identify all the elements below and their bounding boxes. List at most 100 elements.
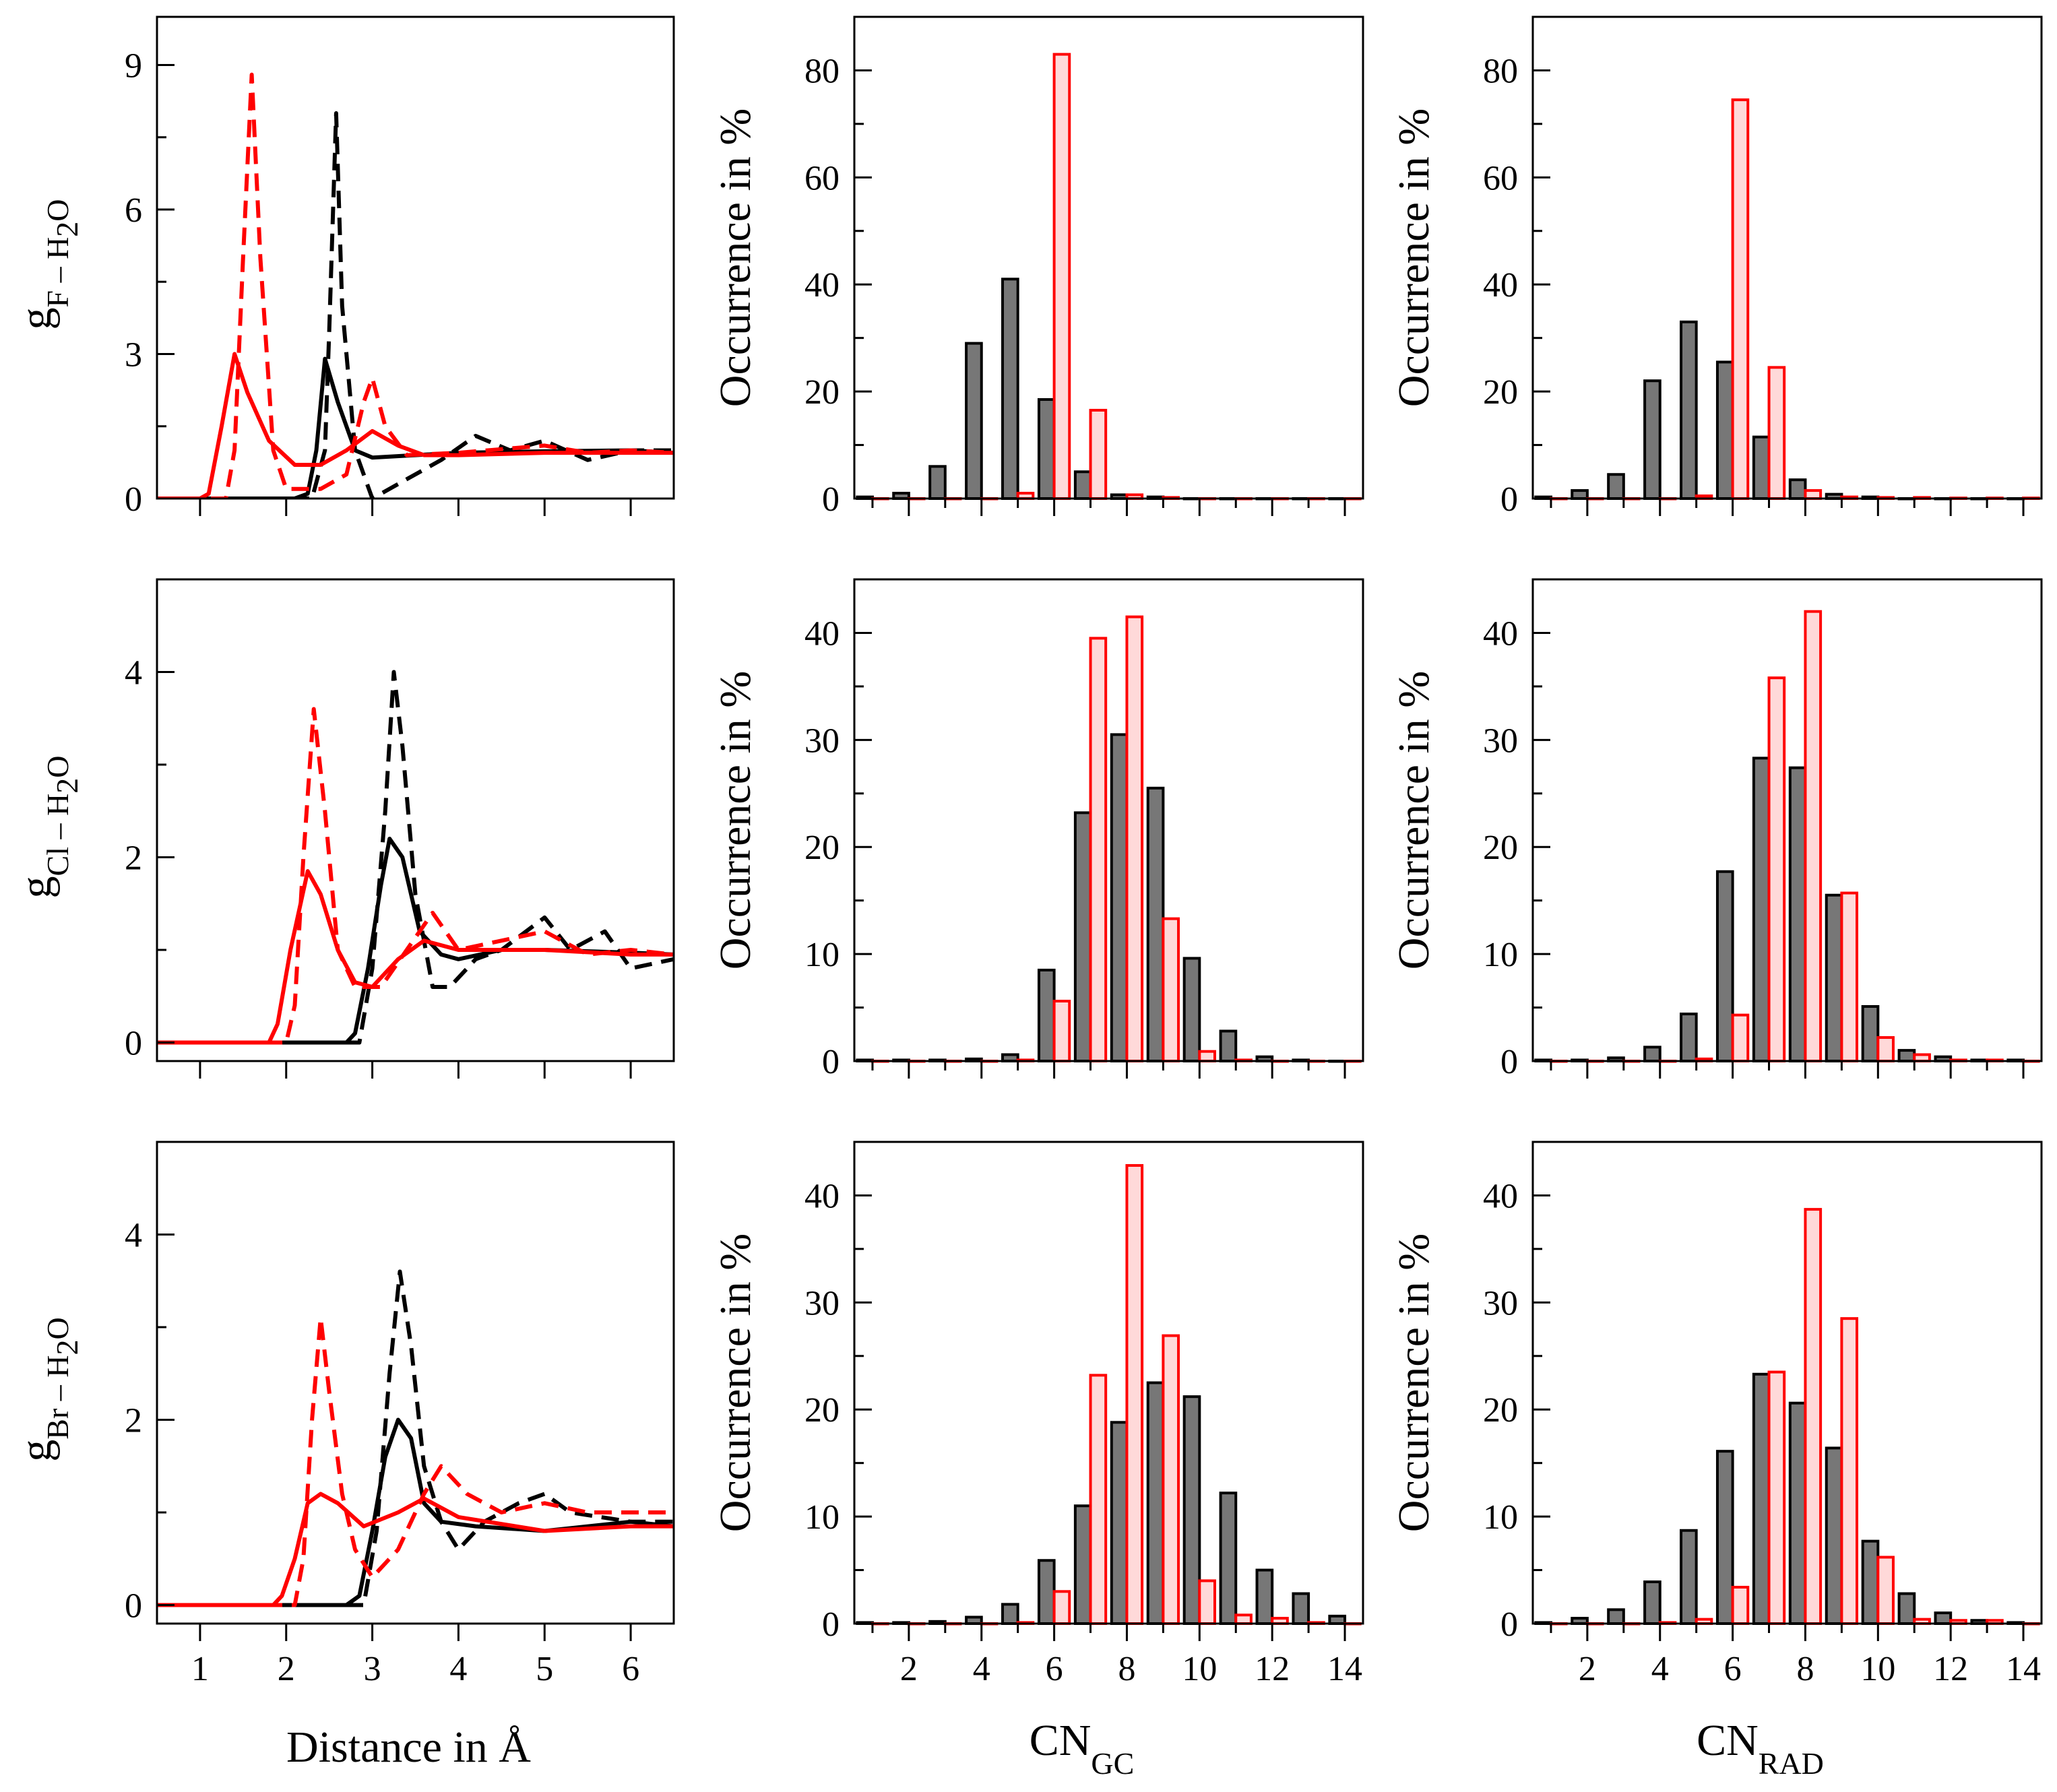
histogram-panel-hist_F_GC: 0 20 40 60 80 Occurrence in %	[711, 15, 1364, 519]
series-line-black-solid	[157, 837, 674, 1045]
bar-black	[1607, 1608, 1625, 1626]
y-tick-label: 80	[804, 52, 840, 90]
bar-red	[1876, 1036, 1895, 1062]
cn-main: CN	[1030, 1716, 1091, 1765]
x-tick-label: 4	[1651, 1650, 1669, 1688]
bar-red	[1198, 1579, 1216, 1625]
bar-red	[1052, 1590, 1071, 1625]
x-tick-label: 14	[1327, 1650, 1362, 1688]
y-tick-label: 4	[125, 654, 142, 693]
x-tick-label: 6	[1046, 1650, 1063, 1688]
y-tick-label: 9	[125, 47, 142, 86]
x-tick-label: 10	[1182, 1650, 1217, 1688]
bar-black	[1680, 320, 1698, 500]
bar-red	[1767, 676, 1786, 1062]
bar-black	[1788, 1401, 1807, 1626]
y-tick-label: 6	[125, 191, 142, 230]
bar-black	[1788, 766, 1807, 1062]
histogram-panel-hist_Br_GC: 0 10 20 30 40 2 4 6 8 10 12 14 Occurrence in %	[711, 1141, 1364, 1688]
bar-red	[1052, 1000, 1071, 1062]
bar-black	[1182, 957, 1201, 1063]
bar-black	[1897, 1049, 1916, 1062]
bar-red	[1731, 1585, 1750, 1626]
x-tick-label: 14	[2006, 1650, 2041, 1688]
y-axis-label: Occurrence in %	[711, 671, 760, 969]
plot-frame	[156, 1141, 675, 1625]
plot-frame	[853, 1141, 1364, 1625]
bar-black	[1219, 1029, 1238, 1062]
x-tick-label: 1	[191, 1650, 209, 1688]
ylabel-main: g	[11, 876, 61, 898]
bar-red	[1234, 1613, 1253, 1625]
y-tick-label: 0	[1500, 1043, 1518, 1081]
y-axis-label: Occurrence in %	[711, 108, 760, 407]
x-tick-label: 8	[1796, 1650, 1814, 1688]
bar-black	[1110, 1421, 1129, 1625]
plot-frame	[853, 578, 1364, 1062]
bar-black	[1037, 398, 1056, 500]
series-line-red-solid	[157, 352, 674, 499]
y-tick-label: 40	[804, 614, 840, 653]
y-tick-label: 40	[1483, 1177, 1518, 1215]
y-tick-label: 40	[1483, 614, 1518, 653]
y-axis-label: gCl – H2O	[11, 756, 84, 899]
y-tick-label: 20	[1483, 373, 1518, 412]
series-line-black-dashed	[157, 111, 674, 499]
bar-red	[1767, 366, 1786, 500]
y-axis-label: Occurrence in %	[1389, 108, 1438, 407]
series-line-red-dashed	[157, 72, 674, 499]
bar-black	[1643, 1046, 1662, 1063]
y-axis-label: Occurrence in %	[1389, 671, 1438, 969]
x-axis-label-distance: Distance in Å	[286, 1723, 531, 1772]
y-tick-label: 3	[125, 336, 142, 375]
bar-black	[1680, 1013, 1698, 1062]
ylabel-main: g	[11, 1440, 61, 1462]
bar-black	[1643, 379, 1662, 500]
bar-black	[1788, 478, 1807, 501]
y-tick-label: 20	[1483, 1391, 1518, 1430]
y-tick-label: 0	[125, 1587, 142, 1626]
bar-black	[1897, 1592, 1916, 1626]
x-tick-label: 8	[1118, 1650, 1135, 1688]
y-tick-label: 0	[822, 1605, 840, 1644]
bar-black	[1715, 870, 1734, 1063]
bar-red	[1876, 1556, 1895, 1625]
series-line-red-solid	[157, 869, 674, 1045]
plot-frame	[1531, 578, 2043, 1062]
ylabel-sub: F – H	[40, 237, 75, 308]
x-tick-label: 4	[449, 1650, 467, 1688]
bar-black	[1680, 1529, 1698, 1625]
y-tick-label: 4	[125, 1217, 142, 1255]
bar-black	[1825, 893, 1843, 1062]
bar-black	[1146, 1381, 1165, 1625]
bar-black	[928, 465, 947, 500]
x-axis-label-cn-rad: CNRAD	[1697, 1716, 1824, 1781]
bar-black	[965, 342, 983, 500]
ylabel-sub: Br – H	[40, 1355, 75, 1440]
bar-red	[1089, 637, 1108, 1062]
y-tick-label: 0	[1500, 480, 1518, 519]
plot-frame	[1531, 15, 2043, 500]
bar-red	[1731, 1013, 1750, 1062]
histogram-panel-hist_F_RAD: 0 20 40 60 80 Occurrence in %	[1389, 15, 2043, 519]
x-tick-label: 2	[278, 1650, 295, 1688]
y-tick-label: 0	[1500, 1605, 1518, 1644]
y-tick-label: 40	[1483, 266, 1518, 305]
y-tick-label: 10	[804, 1498, 840, 1537]
y-tick-label: 0	[822, 1043, 840, 1081]
bar-black	[1073, 1504, 1092, 1625]
bar-red	[1767, 1370, 1786, 1625]
bar-red	[1125, 615, 1144, 1062]
ylabel-main: g	[11, 308, 61, 330]
y-tick-label: 10	[804, 936, 840, 974]
bar-red	[1731, 98, 1750, 500]
y-axis-label: Occurrence in %	[711, 1234, 760, 1532]
histogram-panel-hist_Cl_RAD: 0 10 20 30 40 Occurrence in %	[1389, 578, 2043, 1081]
bar-black	[1607, 473, 1625, 500]
bar-red	[1804, 610, 1823, 1062]
bar-black	[1001, 1603, 1019, 1625]
bar-red	[1804, 489, 1823, 500]
bar-black	[1934, 1611, 1953, 1625]
